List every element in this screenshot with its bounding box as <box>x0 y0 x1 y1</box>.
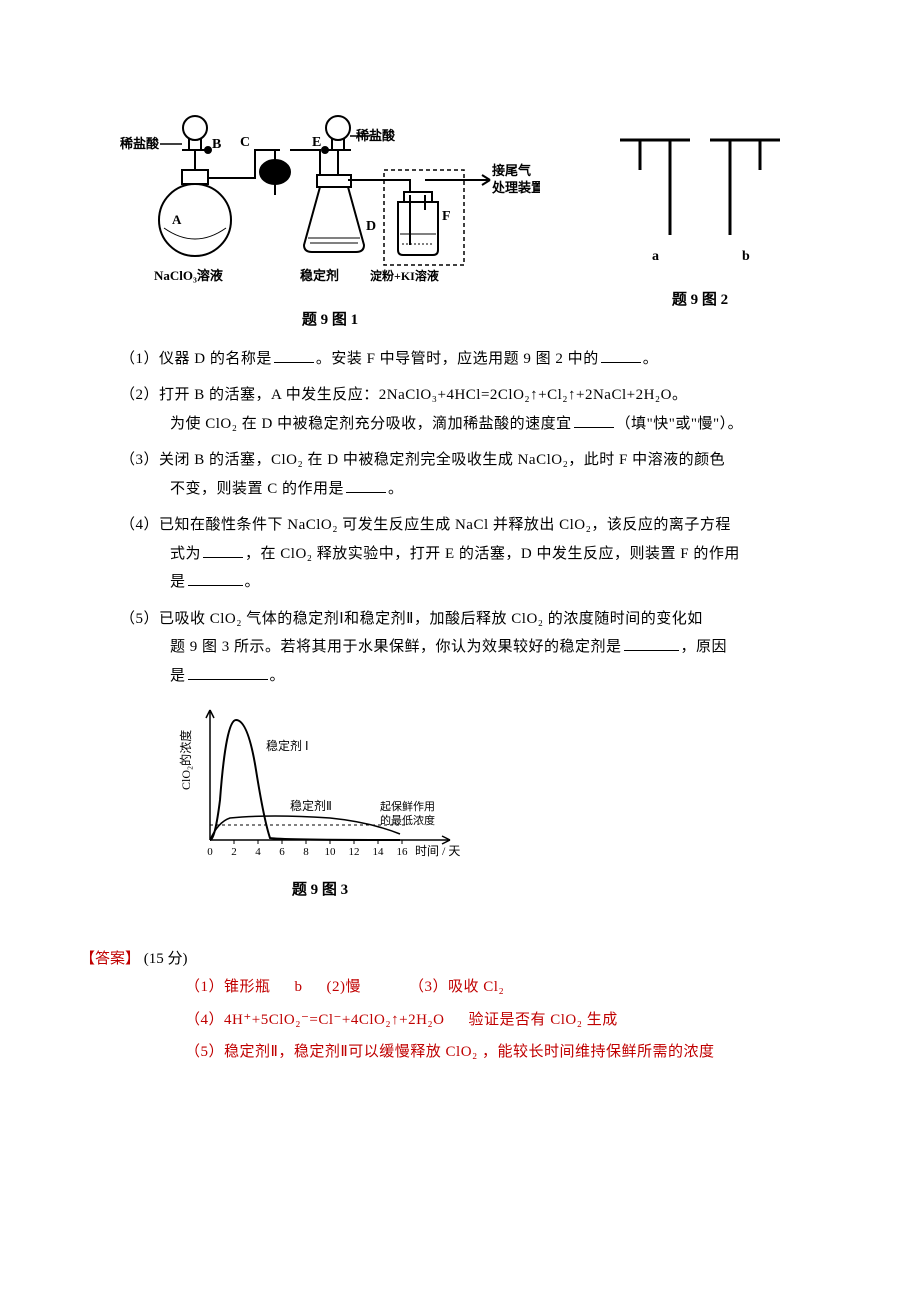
figure-1: 稀盐酸 B A NaClO₃溶液 C <box>120 100 540 335</box>
q2-text-c: （填"快"或"慢"）。 <box>616 416 744 432</box>
q1-text-a: （1）仪器 D 的名称是 <box>120 351 272 367</box>
label-exhaust1: 接尾气 <box>492 163 531 178</box>
ylabel: ClO₂的浓度 <box>178 730 193 790</box>
answer-4: （4）4H⁺+5ClO₂⁻=Cl⁻+4ClO₂↑+2H₂O 验证是否有 ClO₂ … <box>80 1006 840 1035</box>
figure-3: ClO₂的浓度 0 2 4 6 8 10 12 14 16 <box>170 700 470 905</box>
question-4: （4）已知在酸性条件下 NaClO₂ 可发生反应生成 NaCl 并释放出 ClO… <box>80 511 840 597</box>
question-3: （3）关闭 B 的活塞，ClO₂ 在 D 中被稳定剂完全吸收生成 NaClO₂，… <box>80 446 840 503</box>
q5-text-a: （5）已吸收 ClO₂ 气体的稳定剂Ⅰ和稳定剂Ⅱ，加酸后释放 ClO₂ 的浓度随… <box>120 611 703 627</box>
svg-text:2: 2 <box>231 846 237 858</box>
xlabel: 时间 / 天 <box>415 844 460 858</box>
a1b: b <box>295 979 303 995</box>
blank <box>624 633 679 651</box>
fig1-caption: 题 9 图 1 <box>302 306 358 335</box>
answer-block: 【答案】 (15 分) （1）锥形瓶 b (2)慢 （3）吸收 Cl₂ （4）4H⁺+… <box>80 945 840 1067</box>
fig3-caption: 题 9 图 3 <box>292 876 348 905</box>
legend1: 稳定剂 Ⅰ <box>266 738 309 753</box>
blank <box>346 475 386 493</box>
q4-text-a: （4）已知在酸性条件下 NaClO₂ 可发生反应生成 NaCl 并释放出 ClO… <box>120 517 731 533</box>
a1a: （1）锥形瓶 <box>185 979 271 995</box>
answer-heading: 【答案】 <box>80 951 140 967</box>
figure-3-row: ClO₂的浓度 0 2 4 6 8 10 12 14 16 <box>80 700 840 905</box>
q5-text-b: 题 9 图 3 所示。若将其用于水果保鲜，你认为效果较好的稳定剂是 <box>170 639 622 655</box>
figure2-svg: a b <box>610 100 790 280</box>
blank <box>188 568 243 586</box>
svg-text:16: 16 <box>397 846 409 858</box>
a3: （3）吸收 Cl₂ <box>409 979 504 995</box>
blank <box>274 345 314 363</box>
a2: (2)慢 <box>327 979 362 995</box>
svg-text:0: 0 <box>207 846 213 858</box>
label-starch: 淀粉+KI溶液 <box>370 268 439 283</box>
question-5: （5）已吸收 ClO₂ 气体的稳定剂Ⅰ和稳定剂Ⅱ，加酸后释放 ClO₂ 的浓度随… <box>80 605 840 691</box>
figure-row-top: 稀盐酸 B A NaClO₃溶液 C <box>80 100 840 335</box>
blank <box>601 345 641 363</box>
answer-score: (15 分) <box>140 951 188 967</box>
q1-text-c: 。 <box>643 351 659 367</box>
question-2: （2）打开 B 的活塞，A 中发生反应：2NaClO₃+4HCl=2ClO₂↑+… <box>80 381 840 438</box>
figure-2: a b 题 9 图 2 <box>610 100 790 315</box>
answer-1: （1）锥形瓶 b (2)慢 （3）吸收 Cl₂ <box>80 973 840 1002</box>
svg-text:6: 6 <box>279 846 285 858</box>
svg-text:10: 10 <box>325 846 337 858</box>
legend2: 稳定剂Ⅱ <box>290 798 332 813</box>
label-left-liquid: 稀盐酸 <box>120 136 160 151</box>
label-F: F <box>442 209 451 224</box>
q3-text-b: 不变，则装置 C 的作用是 <box>170 481 344 497</box>
a5: （5）稳定剂Ⅱ，稳定剂Ⅱ可以缓慢释放 ClO₂ ，能较长时间维持保鲜所需的浓度 <box>185 1044 715 1060</box>
svg-text:12: 12 <box>349 846 360 858</box>
label-stabilizer: 稳定剂 <box>300 268 339 283</box>
blank <box>574 410 614 428</box>
label-C: C <box>240 135 250 150</box>
a4b: 验证是否有 ClO₂ 生成 <box>468 1012 617 1028</box>
q2-text-a: （2）打开 B 的活塞，A 中发生反应：2NaClO₃+4HCl=2ClO₂↑+… <box>120 387 687 403</box>
xticks: 0 2 4 6 8 10 12 14 16 <box>207 846 408 858</box>
q2-text-b: 为使 ClO₂ 在 D 中被稳定剂充分吸收，滴加稀盐酸的速度宜 <box>170 416 572 432</box>
label-E: E <box>312 135 321 150</box>
q1-text-b: 。安装 F 中导管时，应选用题 9 图 2 中的 <box>316 351 599 367</box>
threshold2: 的最低浓度 <box>380 813 435 827</box>
q3-text-c: 。 <box>388 481 404 497</box>
label-b: b <box>742 249 750 264</box>
fig2-caption: 题 9 图 2 <box>672 286 728 315</box>
question-1: （1）仪器 D 的名称是 。安装 F 中导管时，应选用题 9 图 2 中的 。 <box>80 345 840 374</box>
figure3-svg: ClO₂的浓度 0 2 4 6 8 10 12 14 16 <box>170 700 470 870</box>
threshold1: 起保鲜作用 <box>380 799 435 813</box>
label-flask: NaClO₃溶液 <box>154 268 223 283</box>
q4-text-c: ，在 ClO₂ 释放实验中，打开 E 的活塞，D 中发生反应，则装置 F 的作用 <box>245 546 740 562</box>
q5-text-e: 。 <box>270 668 286 684</box>
label-A: A <box>172 212 182 227</box>
blank <box>188 662 268 680</box>
blank <box>203 540 243 558</box>
svg-text:4: 4 <box>255 846 261 858</box>
q4-text-e: 。 <box>245 574 261 590</box>
svg-text:14: 14 <box>373 846 385 858</box>
svg-text:8: 8 <box>303 846 309 858</box>
q4-text-b: 式为 <box>170 546 201 562</box>
label-D: D <box>366 219 376 234</box>
label-exhaust2: 处理装置 <box>491 180 540 195</box>
q5-text-c: ，原因 <box>681 639 728 655</box>
label-B: B <box>212 137 221 152</box>
q5-text-d: 是 <box>170 668 186 684</box>
q3-text-a: （3）关闭 B 的活塞，ClO₂ 在 D 中被稳定剂完全吸收生成 NaClO₂，… <box>120 452 725 468</box>
figure1-svg: 稀盐酸 B A NaClO₃溶液 C <box>120 100 540 300</box>
a4a: （4）4H⁺+5ClO₂⁻=Cl⁻+4ClO₂↑+2H₂O <box>185 1012 444 1028</box>
label-a: a <box>652 249 659 264</box>
q4-text-d: 是 <box>170 574 186 590</box>
answer-5: （5）稳定剂Ⅱ，稳定剂Ⅱ可以缓慢释放 ClO₂ ，能较长时间维持保鲜所需的浓度 <box>80 1038 840 1067</box>
